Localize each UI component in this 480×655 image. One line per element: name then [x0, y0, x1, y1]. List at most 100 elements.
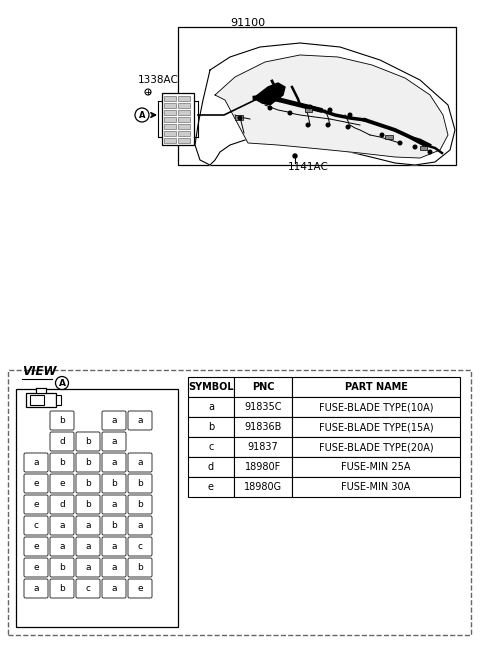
FancyBboxPatch shape	[128, 537, 152, 556]
Text: FUSE-BLADE TYPE(15A): FUSE-BLADE TYPE(15A)	[319, 422, 433, 432]
Bar	[8, 370, 471, 635]
Text: e: e	[33, 542, 39, 551]
Text: b: b	[208, 422, 214, 432]
FancyBboxPatch shape	[50, 411, 74, 430]
Circle shape	[328, 108, 332, 112]
Text: 18980F: 18980F	[245, 462, 281, 472]
Bar	[178, 117, 190, 122]
Text: a: a	[85, 521, 91, 530]
FancyBboxPatch shape	[76, 453, 100, 472]
Circle shape	[380, 133, 384, 137]
Circle shape	[326, 123, 330, 127]
FancyBboxPatch shape	[50, 432, 74, 451]
Text: b: b	[111, 479, 117, 488]
Bar	[292, 457, 460, 477]
Text: b: b	[59, 584, 65, 593]
Text: a: a	[111, 584, 117, 593]
Text: b: b	[111, 521, 117, 530]
FancyBboxPatch shape	[102, 453, 126, 472]
Circle shape	[238, 116, 242, 120]
Text: a: a	[111, 563, 117, 572]
Bar	[30, 395, 44, 405]
Circle shape	[145, 89, 151, 95]
Circle shape	[346, 125, 350, 129]
Bar	[164, 102, 176, 108]
Polygon shape	[215, 55, 448, 158]
Bar	[56, 395, 61, 405]
FancyBboxPatch shape	[76, 558, 100, 577]
Text: a: a	[85, 563, 91, 572]
Bar	[234, 477, 292, 497]
Text: 18980G: 18980G	[244, 482, 282, 492]
FancyBboxPatch shape	[50, 495, 74, 514]
Bar	[385, 135, 393, 139]
FancyBboxPatch shape	[102, 558, 126, 577]
Text: PART NAME: PART NAME	[345, 382, 408, 392]
Bar	[234, 397, 292, 417]
Circle shape	[428, 150, 432, 154]
Bar	[292, 377, 460, 397]
Circle shape	[348, 113, 352, 117]
FancyBboxPatch shape	[128, 558, 152, 577]
Text: b: b	[59, 563, 65, 572]
Text: e: e	[137, 584, 143, 593]
FancyBboxPatch shape	[50, 579, 74, 598]
Text: a: a	[33, 584, 39, 593]
Text: b: b	[85, 500, 91, 509]
Text: b: b	[137, 563, 143, 572]
FancyBboxPatch shape	[50, 558, 74, 577]
Bar	[178, 109, 190, 115]
FancyBboxPatch shape	[128, 516, 152, 535]
FancyBboxPatch shape	[24, 474, 48, 493]
Polygon shape	[195, 43, 455, 165]
FancyBboxPatch shape	[50, 453, 74, 472]
Text: c: c	[85, 584, 91, 593]
FancyBboxPatch shape	[76, 516, 100, 535]
Text: a: a	[33, 458, 39, 467]
Text: FUSE-MIN 30A: FUSE-MIN 30A	[341, 482, 410, 492]
Bar	[178, 96, 190, 101]
Text: b: b	[59, 416, 65, 425]
Circle shape	[308, 105, 312, 109]
Polygon shape	[255, 83, 285, 105]
FancyBboxPatch shape	[50, 537, 74, 556]
Text: a: a	[85, 542, 91, 551]
Bar	[178, 27, 456, 165]
Bar	[305, 108, 312, 112]
Bar	[188, 437, 234, 457]
Text: FUSE-MIN 25A: FUSE-MIN 25A	[341, 462, 411, 472]
Circle shape	[306, 123, 310, 127]
Bar	[164, 96, 176, 101]
FancyBboxPatch shape	[24, 558, 48, 577]
Bar	[178, 138, 190, 143]
Text: A: A	[59, 379, 65, 388]
Text: FUSE-BLADE TYPE(20A): FUSE-BLADE TYPE(20A)	[319, 442, 433, 452]
Text: a: a	[111, 416, 117, 425]
Text: e: e	[33, 500, 39, 509]
Text: VIEW: VIEW	[22, 365, 57, 378]
Bar	[36, 388, 46, 393]
FancyBboxPatch shape	[102, 495, 126, 514]
Bar	[164, 109, 176, 115]
Bar	[235, 115, 243, 120]
FancyBboxPatch shape	[50, 516, 74, 535]
Bar	[292, 417, 460, 437]
Bar	[420, 146, 427, 150]
Text: b: b	[59, 458, 65, 467]
Text: 91836B: 91836B	[244, 422, 282, 432]
Text: a: a	[111, 542, 117, 551]
Text: a: a	[208, 402, 214, 412]
FancyBboxPatch shape	[76, 474, 100, 493]
Bar	[188, 397, 234, 417]
Circle shape	[293, 154, 297, 158]
Bar	[234, 377, 292, 397]
Circle shape	[398, 141, 402, 145]
FancyBboxPatch shape	[102, 537, 126, 556]
Bar	[164, 138, 176, 143]
FancyBboxPatch shape	[128, 411, 152, 430]
Text: c: c	[34, 521, 38, 530]
FancyBboxPatch shape	[102, 432, 126, 451]
Bar	[188, 417, 234, 437]
FancyBboxPatch shape	[102, 516, 126, 535]
Text: A: A	[139, 111, 145, 119]
